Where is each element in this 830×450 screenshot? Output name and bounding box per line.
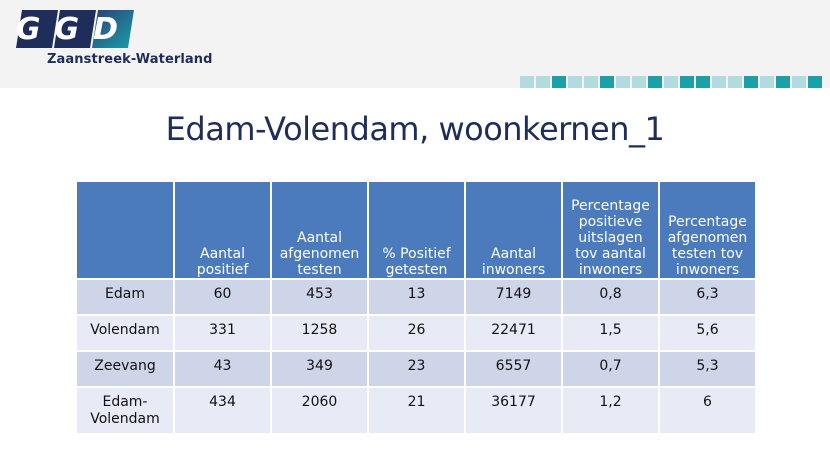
- table-cell: 7149: [464, 278, 563, 316]
- header-band: GGD Zaanstreek-Waterland: [0, 0, 830, 88]
- table-cell: 1,5: [561, 314, 660, 352]
- table-row: Edam 60 453 13 7149 0,8 6,3: [75, 278, 757, 316]
- table-row: Edam-Volendam 434 2060 21 36177 1,2 6: [75, 386, 757, 435]
- header-cell: Percentage afgenomen testen tov inwoners: [658, 180, 757, 280]
- table-cell: 1,2: [561, 386, 660, 435]
- table-cell: 43: [173, 350, 272, 388]
- table-cell: 5,6: [658, 314, 757, 352]
- table-cell: 60: [173, 278, 272, 316]
- header-cell: Aantal inwoners: [464, 180, 563, 280]
- row-label: Edam: [75, 278, 175, 316]
- row-label: Volendam: [75, 314, 175, 352]
- slide-title: Edam-Volendam, woonkernen_1: [165, 110, 665, 148]
- header-cell: Aantal positief: [173, 180, 272, 280]
- decorative-stripe: [520, 76, 830, 88]
- table-header-row: Aantal positief Aantal afgenomen testen …: [75, 180, 757, 280]
- table-cell: 349: [270, 350, 369, 388]
- table-cell: 0,7: [561, 350, 660, 388]
- svg-text:GGD: GGD: [16, 12, 132, 47]
- row-label: Zeevang: [75, 350, 175, 388]
- header-cell: % Positief getesten: [367, 180, 466, 280]
- table-cell: 1258: [270, 314, 369, 352]
- table-cell: 6: [658, 386, 757, 435]
- ggd-logo: GGD: [16, 10, 134, 48]
- table-cell: 331: [173, 314, 272, 352]
- row-label: Edam-Volendam: [75, 386, 175, 435]
- header-cell: Percentage positieve uitslagen tov aanta…: [561, 180, 660, 280]
- table-cell: 26: [367, 314, 466, 352]
- data-table: Aantal positief Aantal afgenomen testen …: [75, 180, 757, 435]
- header-cell: [75, 180, 175, 280]
- table-cell: 5,3: [658, 350, 757, 388]
- organization-name: Zaanstreek-Waterland: [47, 52, 213, 67]
- table-cell: 6,3: [658, 278, 757, 316]
- table-cell: 23: [367, 350, 466, 388]
- table-cell: 13: [367, 278, 466, 316]
- table-cell: 453: [270, 278, 369, 316]
- table-cell: 0,8: [561, 278, 660, 316]
- table-cell: 6557: [464, 350, 563, 388]
- table-cell: 36177: [464, 386, 563, 435]
- table-cell: 21: [367, 386, 466, 435]
- header-cell: Aantal afgenomen testen: [270, 180, 369, 280]
- table-cell: 22471: [464, 314, 563, 352]
- table-row: Zeevang 43 349 23 6557 0,7 5,3: [75, 350, 757, 388]
- table-cell: 2060: [270, 386, 369, 435]
- table-row: Volendam 331 1258 26 22471 1,5 5,6: [75, 314, 757, 352]
- table-cell: 434: [173, 386, 272, 435]
